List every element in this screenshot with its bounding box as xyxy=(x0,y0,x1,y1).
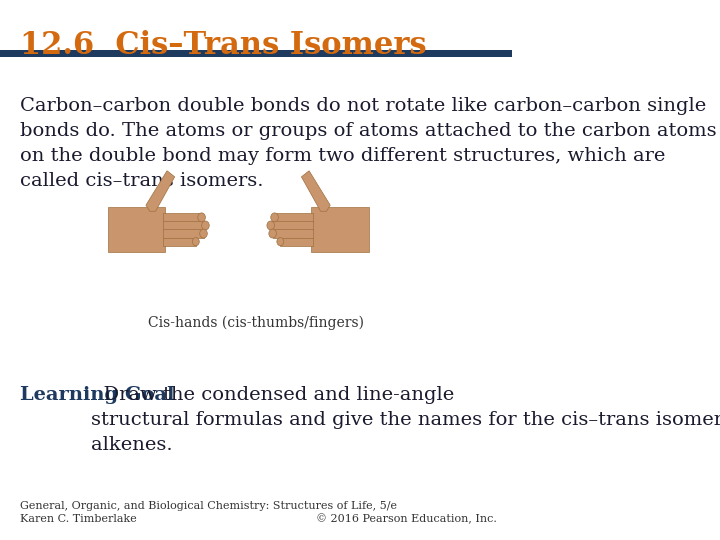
Polygon shape xyxy=(163,213,202,222)
Ellipse shape xyxy=(199,229,207,238)
Polygon shape xyxy=(146,171,175,211)
Text: Learning Goal: Learning Goal xyxy=(20,386,175,404)
Ellipse shape xyxy=(277,238,284,246)
Polygon shape xyxy=(273,229,313,238)
Text: Carbon–carbon double bonds do not rotate like carbon–carbon single
bonds do. The: Carbon–carbon double bonds do not rotate… xyxy=(20,97,717,190)
Ellipse shape xyxy=(192,238,199,246)
Polygon shape xyxy=(163,229,204,238)
Ellipse shape xyxy=(271,213,279,222)
Text: Draw the condensed and line-angle
structural formulas and give the names for the: Draw the condensed and line-angle struct… xyxy=(91,386,720,454)
Polygon shape xyxy=(280,238,313,246)
Polygon shape xyxy=(302,171,330,211)
Ellipse shape xyxy=(202,221,210,230)
Ellipse shape xyxy=(269,229,276,238)
Ellipse shape xyxy=(267,221,274,230)
Ellipse shape xyxy=(198,213,205,222)
Polygon shape xyxy=(311,207,369,252)
Polygon shape xyxy=(107,207,165,252)
Polygon shape xyxy=(271,221,313,230)
FancyBboxPatch shape xyxy=(0,50,512,57)
Polygon shape xyxy=(163,221,205,230)
Text: General, Organic, and Biological Chemistry: Structures of Life, 5/e
Karen C. Tim: General, Organic, and Biological Chemist… xyxy=(20,501,397,524)
Text: 12.6  Cis–Trans Isomers: 12.6 Cis–Trans Isomers xyxy=(20,30,427,60)
Polygon shape xyxy=(274,213,313,222)
Text: © 2016 Pearson Education, Inc.: © 2016 Pearson Education, Inc. xyxy=(316,513,497,524)
Text: Cis-hands (cis-thumbs/fingers): Cis-hands (cis-thumbs/fingers) xyxy=(148,316,364,330)
Polygon shape xyxy=(163,238,196,246)
